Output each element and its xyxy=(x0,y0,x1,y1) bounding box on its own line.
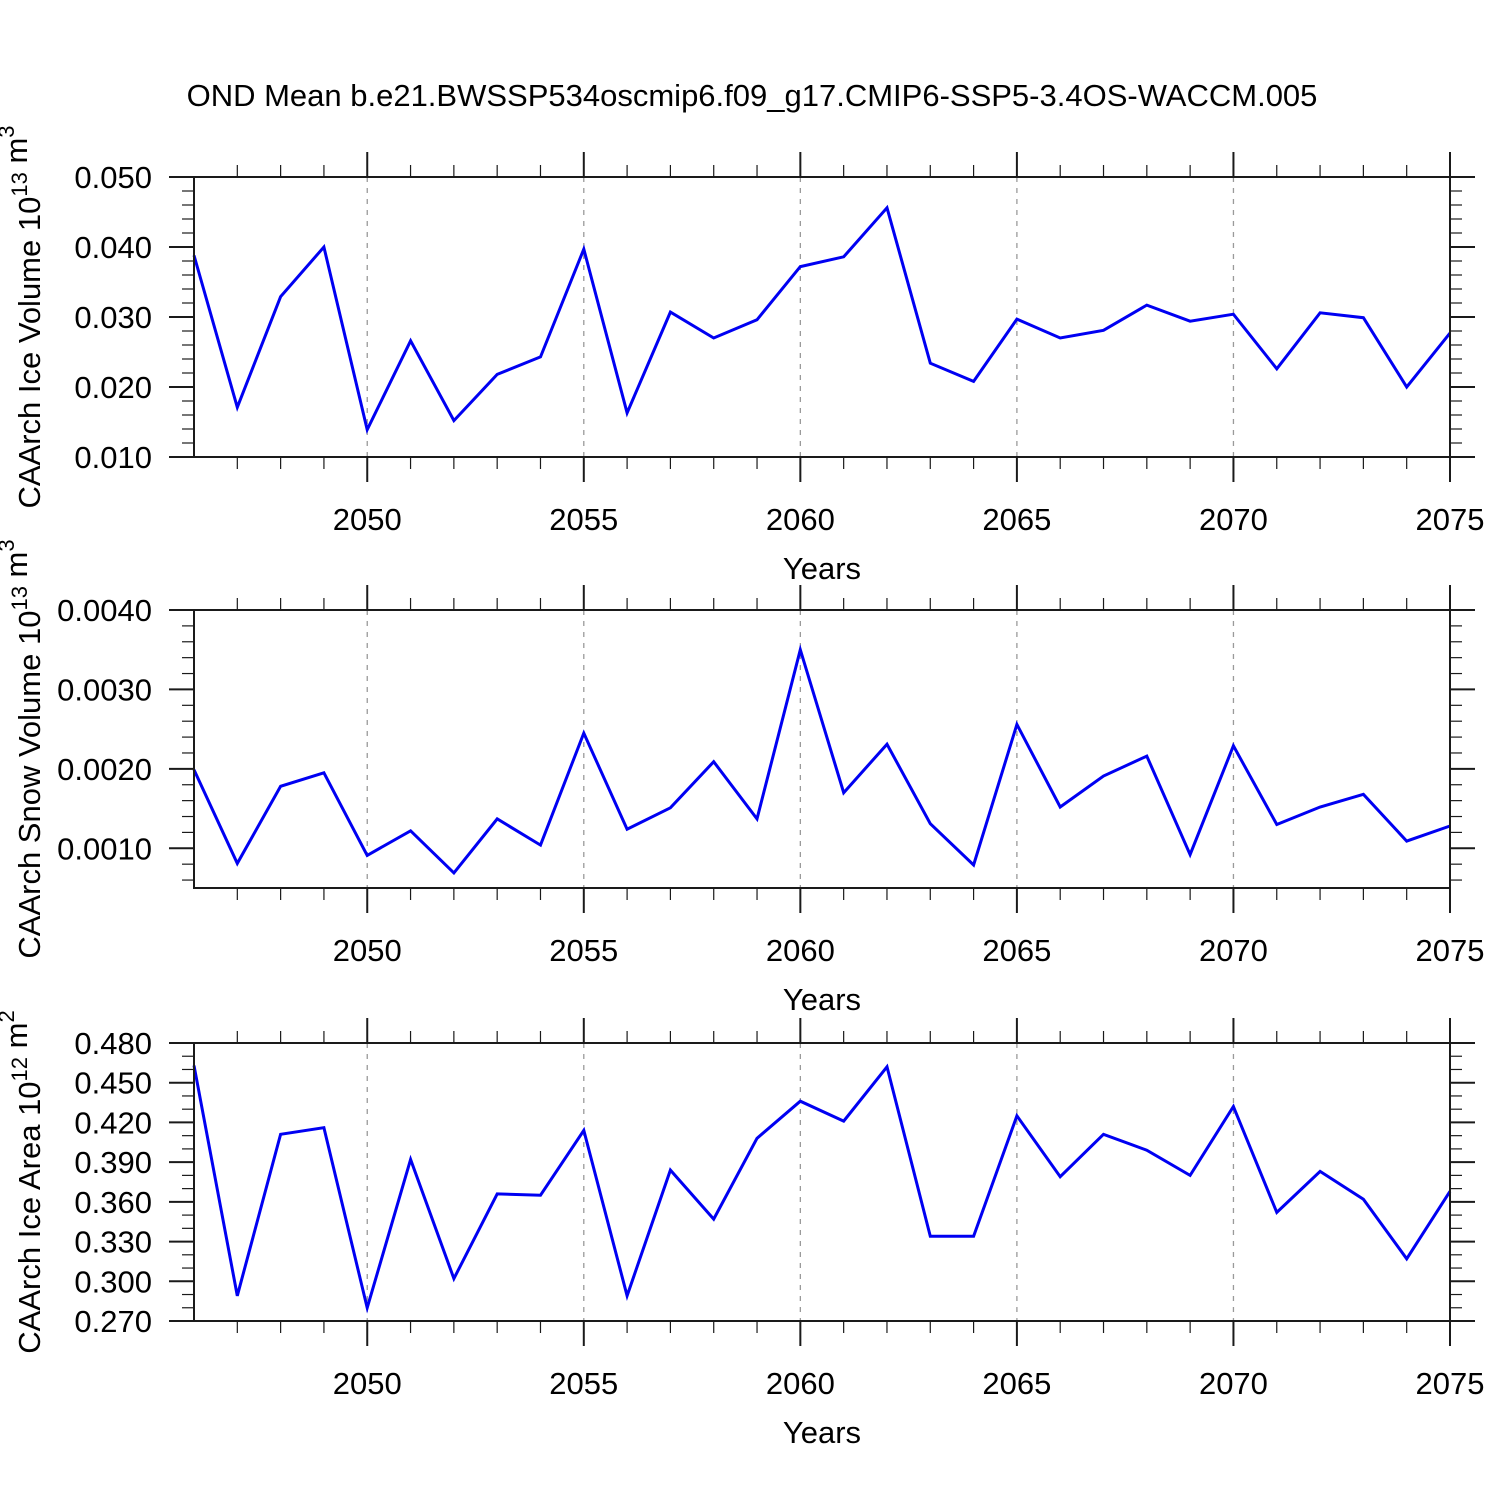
y-tick-label: 0.010 xyxy=(74,440,152,475)
x-axis-title: Years xyxy=(783,982,861,1017)
y-tick-label: 0.030 xyxy=(74,300,152,335)
x-axis-title: Years xyxy=(783,1415,861,1450)
y-axis-title: CAArch Ice Area 1012 m2 xyxy=(0,1010,47,1353)
y-tick-label: 0.0030 xyxy=(57,672,152,707)
data-line-snow-volume xyxy=(192,644,1451,876)
chart-title: OND Mean b.e21.BWSSP534oscmip6.f09_g17.C… xyxy=(187,78,1318,113)
data-line-ice-area xyxy=(192,1063,1452,1314)
panel-snow-volume: 0.0040 0.0030 0.0020 0.0010 2050 2055 2060 2065… xyxy=(0,539,1484,1017)
plot-frame xyxy=(193,609,1451,889)
x-tick-label: 2075 xyxy=(1416,1366,1485,1401)
plot-frame xyxy=(193,1042,1451,1322)
panel-ice-area: 0.480 0.450 0.420 0.390 0.360 0.330 0.300 0.270… xyxy=(0,1010,1484,1450)
y-tick-label: 0.300 xyxy=(74,1264,152,1299)
x-tick-label: 2070 xyxy=(1199,502,1268,537)
y-tick-label: 0.0040 xyxy=(57,593,152,628)
y-tick-label: 0.050 xyxy=(74,160,152,195)
panel-ice-volume: 0.050 0.040 0.030 0.020 0.010 2050 2055 2060 206… xyxy=(0,125,1484,586)
y-tick-label: 0.0020 xyxy=(57,752,152,787)
x-tick-label: 2070 xyxy=(1199,1366,1268,1401)
x-tick-label: 2050 xyxy=(333,933,402,968)
x-tick-label: 2065 xyxy=(982,1366,1051,1401)
x-tick-label: 2065 xyxy=(982,502,1051,537)
data-line-ice-volume xyxy=(192,204,1452,435)
x-tick-label: 2055 xyxy=(549,933,618,968)
x-tick-label: 2075 xyxy=(1416,502,1485,537)
y-tick-label: 0.020 xyxy=(74,370,152,405)
y-tick-label: 0.270 xyxy=(74,1304,152,1339)
x-tick-label: 2055 xyxy=(549,502,618,537)
y-axis-title: CAArch Snow Volume 1013 m3 xyxy=(0,539,47,958)
x-tick-label: 2060 xyxy=(766,1366,835,1401)
x-axis-title: Years xyxy=(783,551,861,586)
x-tick-label: 2055 xyxy=(549,1366,618,1401)
y-tick-label: 0.330 xyxy=(74,1225,152,1260)
y-tick-label: 0.420 xyxy=(74,1105,152,1140)
y-axis-title: CAArch Ice Volume 1013 m3 xyxy=(0,125,47,508)
plot-frame xyxy=(193,176,1451,458)
x-tick-label: 2075 xyxy=(1416,933,1485,968)
y-tick-label: 0.480 xyxy=(74,1026,152,1061)
y-tick-label: 0.040 xyxy=(74,230,152,265)
y-tick-label: 0.390 xyxy=(74,1145,152,1180)
x-tick-label: 2070 xyxy=(1199,933,1268,968)
y-tick-label: 0.450 xyxy=(74,1066,152,1101)
x-tick-label: 2050 xyxy=(333,502,402,537)
x-tick-label: 2050 xyxy=(333,1366,402,1401)
x-tick-label: 2060 xyxy=(766,502,835,537)
y-tick-label: 0.360 xyxy=(74,1185,152,1220)
y-tick-label: 0.0010 xyxy=(57,831,152,866)
x-tick-label: 2065 xyxy=(982,933,1051,968)
x-tick-label: 2060 xyxy=(766,933,835,968)
